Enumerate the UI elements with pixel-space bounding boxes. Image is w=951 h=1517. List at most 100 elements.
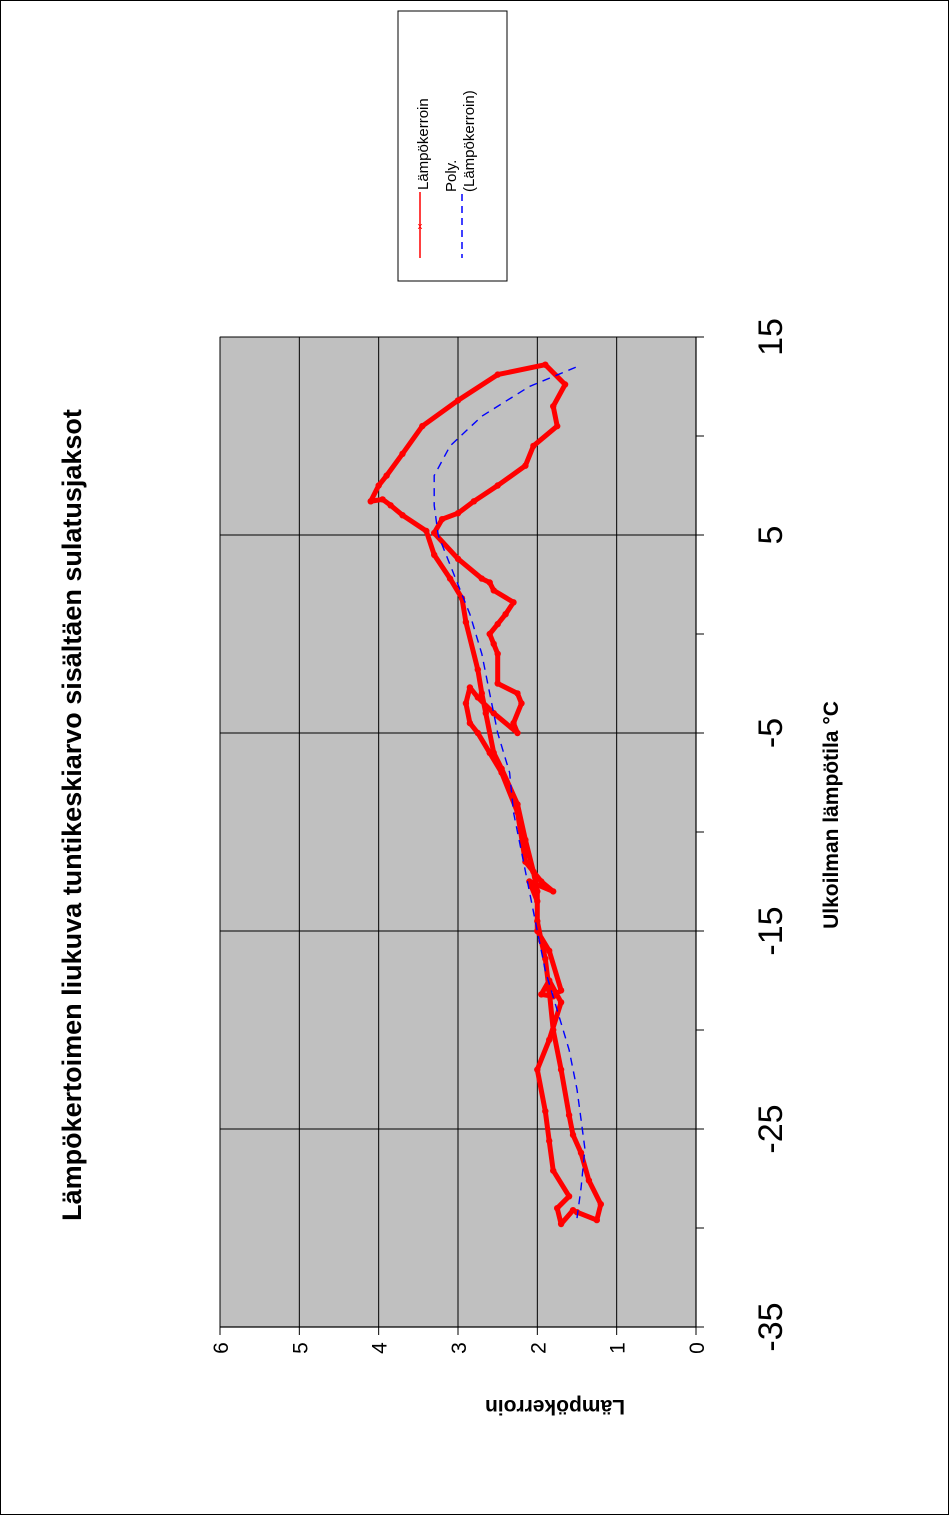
data-point <box>530 442 537 450</box>
data-point <box>546 987 553 994</box>
data-point <box>494 482 501 489</box>
data-point <box>522 836 529 844</box>
y-tick-label: 6 <box>210 1342 233 1354</box>
data-point <box>585 1177 593 1184</box>
y-tick-label-group: 6 <box>210 1342 233 1354</box>
data-point <box>462 618 470 626</box>
data-point <box>474 694 481 701</box>
data-point <box>538 991 545 998</box>
legend-marker-lampokerroin: x <box>418 221 423 231</box>
y-tick-label-group: 4 <box>369 1342 392 1354</box>
y-tick-label-group: 1 <box>607 1342 630 1354</box>
data-point <box>542 1108 549 1115</box>
x-tick-label: -5 <box>752 718 790 748</box>
y-tick-label-group: 5 <box>289 1342 312 1354</box>
legend-box <box>397 10 508 282</box>
data-point <box>530 868 537 875</box>
data-point <box>534 898 541 905</box>
data-point <box>419 422 426 430</box>
data-point <box>546 1137 553 1145</box>
data-point <box>538 878 545 885</box>
legend-label-poly: Poly.(Lämpökerroin) <box>443 90 478 192</box>
data-point <box>474 729 481 737</box>
data-point <box>546 1036 553 1044</box>
data-point <box>423 527 430 535</box>
data-point <box>546 947 553 954</box>
data-point <box>550 1167 557 1174</box>
data-point <box>550 1026 557 1034</box>
x-tick-label-group: -5 <box>752 718 790 748</box>
legend-label-lampokerroin: Lämpökerroin <box>415 98 432 190</box>
data-point <box>494 650 501 657</box>
data-point <box>486 749 493 756</box>
x-tick-label-group: -15 <box>752 906 790 955</box>
data-point <box>399 450 406 457</box>
data-point <box>557 987 565 994</box>
x-tick-label-group: -25 <box>752 1104 790 1153</box>
data-point <box>565 1111 573 1119</box>
data-point <box>462 700 470 707</box>
data-point <box>466 719 474 727</box>
series-layer <box>367 361 604 1228</box>
data-point <box>542 361 549 368</box>
data-point <box>565 1193 573 1200</box>
data-point <box>454 510 462 517</box>
data-point <box>470 498 478 505</box>
data-point <box>494 680 501 687</box>
data-point <box>557 999 565 1006</box>
y-tick-label-group: 3 <box>448 1342 471 1354</box>
legend: x Lämpökerroin Poly.(Lämpökerroin) <box>397 10 508 282</box>
data-point <box>446 575 454 582</box>
y-tick-label-group: 2 <box>527 1342 550 1354</box>
data-point <box>518 700 525 707</box>
x-tick-label-group: -35 <box>752 1302 790 1351</box>
data-point <box>375 482 382 489</box>
x-tick-label: -25 <box>752 1104 790 1153</box>
data-point <box>367 498 374 505</box>
data-point <box>522 462 529 469</box>
data-point <box>510 599 517 606</box>
data-point <box>534 927 541 935</box>
y-tick-label: 3 <box>448 1342 471 1354</box>
data-point <box>534 888 541 895</box>
y-tick-label-group: 0 <box>686 1342 709 1354</box>
data-point <box>550 403 557 410</box>
chart-title: Lämpökertoimen liukuva tuntikeskiarvo si… <box>57 409 87 1221</box>
data-point <box>466 684 474 691</box>
data-point <box>498 769 505 776</box>
data-point <box>597 1201 604 1208</box>
data-point <box>454 397 462 404</box>
y-tick-label: 5 <box>289 1342 312 1354</box>
data-point <box>383 472 390 479</box>
axes <box>219 336 704 1335</box>
data-point <box>431 551 438 558</box>
data-point <box>486 630 493 638</box>
data-point <box>490 640 497 648</box>
data-point <box>482 710 489 717</box>
data-point <box>550 888 557 895</box>
series-line-poly-trendline <box>433 366 586 1219</box>
y-tick-label: 4 <box>369 1342 392 1354</box>
data-point <box>490 710 497 717</box>
x-tick-label: -15 <box>752 906 790 955</box>
y-tick-label: 2 <box>527 1342 550 1354</box>
x-tick-label: 5 <box>752 526 790 545</box>
x-tick-label: 15 <box>752 318 790 356</box>
x-tick-label: -35 <box>752 1302 790 1351</box>
data-point <box>486 579 493 586</box>
y-tick-label: 0 <box>686 1342 709 1354</box>
data-point <box>474 666 481 673</box>
data-point <box>514 801 521 808</box>
x-tick-label-group: 15 <box>752 318 790 356</box>
data-point <box>431 529 438 537</box>
data-point <box>490 587 497 594</box>
data-point <box>561 381 569 388</box>
data-point <box>494 371 501 378</box>
data-point <box>514 690 521 697</box>
data-point <box>502 611 509 618</box>
data-point <box>438 516 446 523</box>
y-tick-label: 1 <box>607 1342 630 1354</box>
data-point <box>514 809 521 816</box>
